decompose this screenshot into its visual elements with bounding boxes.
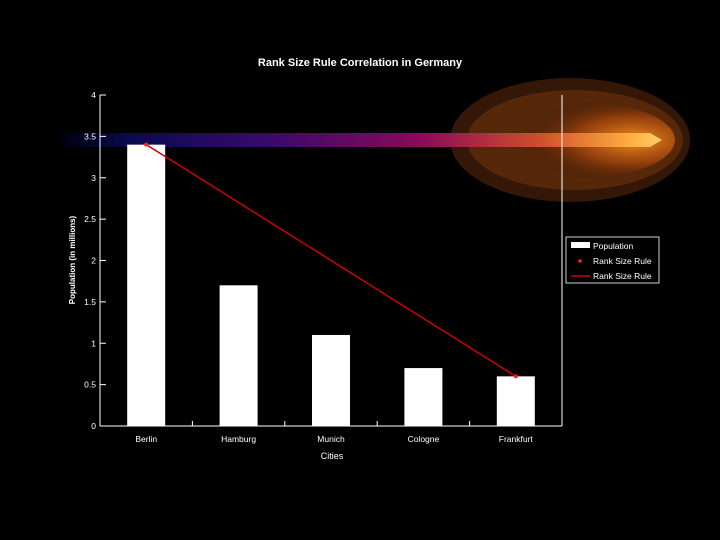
y-tick-label: 0.5: [84, 380, 96, 390]
y-tick-label: 2.5: [84, 214, 96, 224]
x-axis-label: Cities: [321, 451, 344, 461]
x-tick-label: Frankfurt: [499, 434, 534, 444]
y-tick-label: 1.5: [84, 297, 96, 307]
bar-berlin: [127, 144, 166, 426]
legend-swatch-population: [571, 242, 590, 248]
rank-size-marker: [144, 142, 149, 147]
rank-size-marker: [513, 374, 518, 379]
y-tick-label: 1: [91, 338, 96, 348]
y-axis-label: Population (in millions): [68, 215, 77, 304]
decorative-beam: [60, 78, 690, 202]
rank-size-line: [144, 142, 518, 379]
y-tick-label: 3.5: [84, 131, 96, 141]
x-tick-label: Berlin: [135, 434, 157, 444]
legend-label-rank-marker: Rank Size Rule: [593, 256, 652, 266]
rank-size-line-path: [145, 144, 517, 377]
bar-frankfurt: [496, 376, 535, 426]
x-tick-label: Munich: [317, 434, 345, 444]
y-tick-label: 0: [91, 421, 96, 431]
bars: [127, 144, 535, 426]
y-ticks: 0 0.5 1 1.5 2 2.5 3 3.5 4: [84, 90, 106, 431]
x-tick-label: Hamburg: [221, 434, 256, 444]
x-tick-label: Cologne: [408, 434, 440, 444]
legend-label-rank-line: Rank Size Rule: [593, 271, 652, 281]
y-tick-label: 3: [91, 173, 96, 183]
legend-swatch-rank-marker: [578, 259, 582, 263]
bar-hamburg: [219, 285, 258, 426]
bar-cologne: [404, 368, 443, 426]
y-tick-label: 4: [91, 90, 96, 100]
bar-munich: [312, 334, 350, 426]
chart-title: Rank Size Rule Correlation in Germany: [258, 57, 463, 69]
y-tick-label: 2: [91, 256, 96, 266]
legend-label-population: Population: [593, 241, 633, 251]
legend: Population Rank Size Rule Rank Size Rule: [565, 236, 660, 284]
x-ticks: Berlin Hamburg Munich Cologne Frankfurt: [135, 421, 533, 444]
